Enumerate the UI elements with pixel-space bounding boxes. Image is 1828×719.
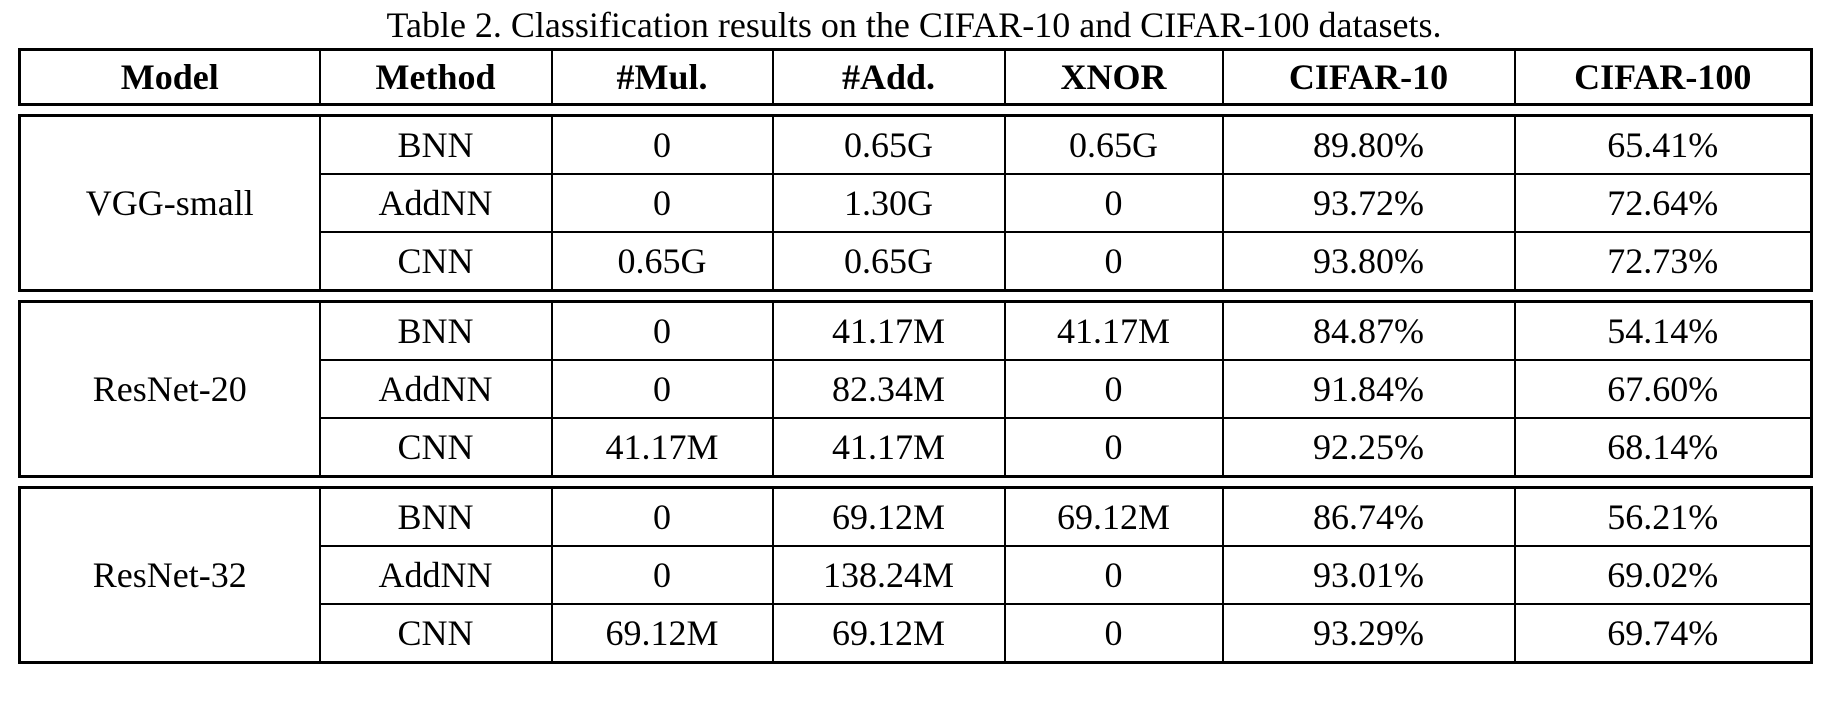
table-row: ResNet-32 BNN 0 69.12M 69.12M 86.74% 56.… [18, 486, 1813, 664]
table-row: CNN 69.12M 69.12M 0 93.29% 69.74% [20, 603, 1813, 664]
mul-cell: 0 [550, 173, 774, 233]
mul-cell: 0 [550, 545, 774, 605]
add-cell: 1.30G [771, 173, 1006, 233]
table-row: AddNN 0 82.34M 0 91.84% 67.60% [20, 359, 1813, 419]
method-cell: AddNN [318, 173, 553, 233]
add-cell: 69.12M [771, 603, 1006, 664]
method-cell: BNN [318, 114, 553, 175]
xnor-cell: 69.12M [1003, 486, 1224, 547]
method-cell: AddNN [318, 359, 553, 419]
cifar100-cell: 67.60% [1513, 359, 1813, 419]
cifar100-cell: 69.02% [1513, 545, 1813, 605]
cifar100-cell: 72.73% [1513, 231, 1813, 292]
cifar10-cell: 92.25% [1221, 417, 1516, 478]
header-model: Model [18, 48, 321, 106]
header-cifar100: CIFAR-100 [1513, 48, 1813, 106]
xnor-cell: 41.17M [1003, 300, 1224, 361]
cifar10-cell: 86.74% [1221, 486, 1516, 547]
header-cifar10: CIFAR-10 [1221, 48, 1516, 106]
add-cell: 82.34M [771, 359, 1006, 419]
xnor-cell: 0 [1003, 545, 1224, 605]
table-row: ResNet-20 BNN 0 41.17M 41.17M 84.87% 54.… [18, 300, 1813, 478]
header-xnor: XNOR [1003, 48, 1224, 106]
results-table: Model Method #Mul. #Add. XNOR CIFAR-10 C… [18, 48, 1828, 664]
cifar100-cell: 65.41% [1513, 114, 1813, 175]
header-mul: #Mul. [550, 48, 774, 106]
cifar10-cell: 93.29% [1221, 603, 1516, 664]
model-cell: VGG-small [18, 114, 321, 292]
cifar10-cell: 93.01% [1221, 545, 1516, 605]
add-cell: 41.17M [771, 417, 1006, 478]
add-cell: 41.17M [771, 300, 1006, 361]
header-row: Model Method #Mul. #Add. XNOR CIFAR-10 C… [18, 48, 1813, 106]
cifar10-cell: 93.80% [1221, 231, 1516, 292]
table-row: CNN 0.65G 0.65G 0 93.80% 72.73% [20, 231, 1813, 292]
method-cell: AddNN [318, 545, 553, 605]
table-row: CNN 41.17M 41.17M 0 92.25% 68.14% [20, 417, 1813, 478]
mul-cell: 0 [550, 114, 774, 175]
method-cell: CNN [318, 603, 553, 664]
mul-cell: 0 [550, 359, 774, 419]
cifar10-cell: 91.84% [1221, 359, 1516, 419]
group-resnet-20: ResNet-20 BNN 0 41.17M 41.17M 84.87% 54.… [18, 300, 1813, 478]
mul-cell: 69.12M [550, 603, 774, 664]
mul-cell: 0.65G [550, 231, 774, 292]
cifar10-cell: 89.80% [1221, 114, 1516, 175]
xnor-cell: 0 [1003, 231, 1224, 292]
group-resnet-32: ResNet-32 BNN 0 69.12M 69.12M 86.74% 56.… [18, 486, 1813, 664]
table-caption: Table 2. Classification results on the C… [386, 5, 1442, 45]
cifar100-cell: 72.64% [1513, 173, 1813, 233]
cifar100-cell: 56.21% [1513, 486, 1813, 547]
method-cell: BNN [318, 486, 553, 547]
method-cell: CNN [318, 231, 553, 292]
cifar10-cell: 84.87% [1221, 300, 1516, 361]
header-method: Method [318, 48, 553, 106]
table-header-block: Model Method #Mul. #Add. XNOR CIFAR-10 C… [18, 48, 1813, 106]
cifar10-cell: 93.72% [1221, 173, 1516, 233]
xnor-cell: 0 [1003, 173, 1224, 233]
mul-cell: 0 [550, 300, 774, 361]
table-row: AddNN 0 138.24M 0 93.01% 69.02% [20, 545, 1813, 605]
mul-cell: 0 [550, 486, 774, 547]
xnor-cell: 0 [1003, 359, 1224, 419]
add-cell: 0.65G [771, 114, 1006, 175]
table-row: VGG-small BNN 0 0.65G 0.65G 89.80% 65.41… [18, 114, 1813, 292]
cifar100-cell: 69.74% [1513, 603, 1813, 664]
table-row: AddNN 0 1.30G 0 93.72% 72.64% [20, 173, 1813, 233]
add-cell: 0.65G [771, 231, 1006, 292]
xnor-cell: 0.65G [1003, 114, 1224, 175]
header-add: #Add. [771, 48, 1006, 106]
method-cell: CNN [318, 417, 553, 478]
xnor-cell: 0 [1003, 417, 1224, 478]
model-cell: ResNet-32 [18, 486, 321, 664]
mul-cell: 41.17M [550, 417, 774, 478]
group-vgg-small: VGG-small BNN 0 0.65G 0.65G 89.80% 65.41… [18, 114, 1813, 292]
method-cell: BNN [318, 300, 553, 361]
add-cell: 69.12M [771, 486, 1006, 547]
cifar100-cell: 54.14% [1513, 300, 1813, 361]
add-cell: 138.24M [771, 545, 1006, 605]
cifar100-cell: 68.14% [1513, 417, 1813, 478]
xnor-cell: 0 [1003, 603, 1224, 664]
model-cell: ResNet-20 [18, 300, 321, 478]
